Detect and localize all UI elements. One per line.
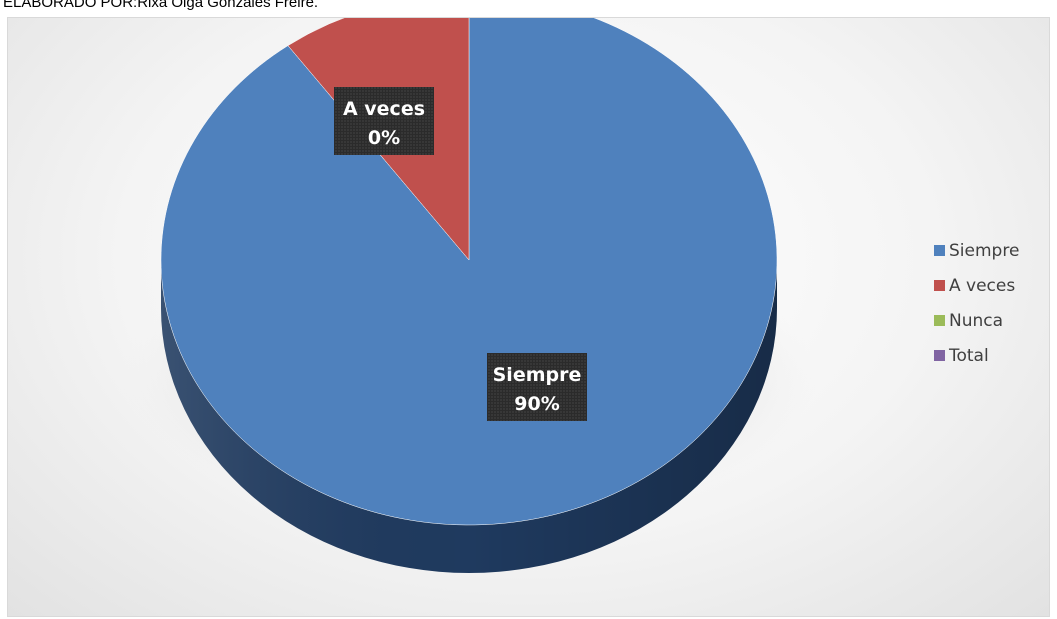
legend-label: Siempre [949, 241, 1019, 261]
legend-label: Total [948, 346, 989, 366]
legend-swatch [934, 280, 945, 291]
data-label-percent: 0% [368, 127, 400, 149]
legend-swatch [934, 315, 945, 326]
data-label-category: A veces [343, 98, 425, 120]
data-label-siempre: Siempre 90% [487, 353, 587, 421]
legend-item-nunca: Nunca [934, 311, 1003, 331]
pie-slice-siempre [160, 18, 778, 526]
data-label-category: Siempre [493, 364, 582, 386]
legend-label: A veces [949, 276, 1015, 296]
source-caption: ELABORADO POR:Rixa Olga Gonzales Freire. [3, 0, 319, 11]
legend-swatch [934, 350, 945, 361]
legend-item-a-veces: A veces [934, 276, 1015, 296]
data-label-background [334, 87, 434, 155]
data-label-percent: 90% [514, 393, 559, 415]
pie-chart: Siempre 90% A veces 0% Siempre A veces Nunca T… [121, 18, 1019, 573]
data-label-a-veces: A veces 0% [334, 87, 434, 155]
legend-label: Nunca [949, 311, 1003, 331]
legend-item-total: Total [934, 346, 989, 366]
legend-swatch [934, 245, 945, 256]
chart-area: Siempre 90% A veces 0% Siempre A veces Nunca T… [7, 17, 1050, 617]
data-label-background [487, 353, 587, 421]
pie-side-shading [161, 260, 777, 573]
legend-item-siempre: Siempre [934, 241, 1019, 261]
